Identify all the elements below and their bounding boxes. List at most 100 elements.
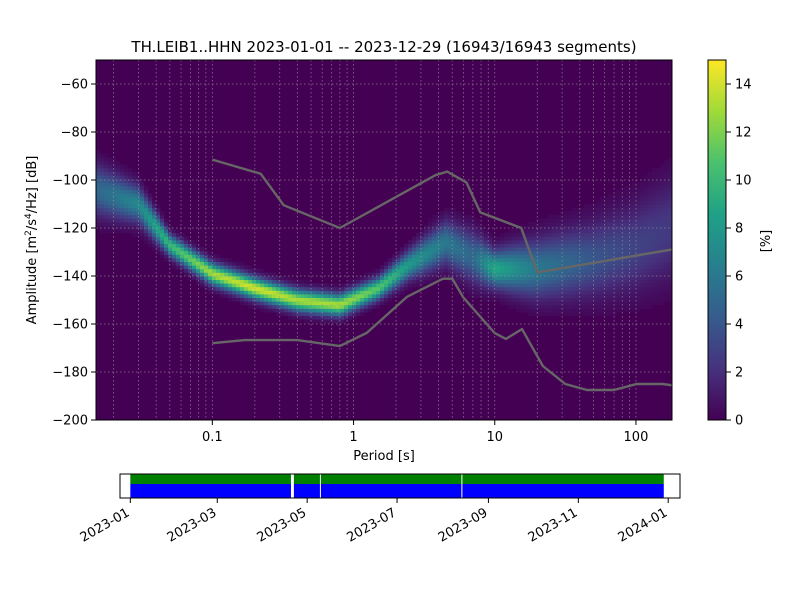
heatmap-cell (228, 272, 233, 277)
heatmap-cell (540, 308, 545, 313)
heatmap-cell (616, 214, 621, 219)
heatmap-cell (628, 261, 633, 266)
heatmap-cell (400, 276, 405, 280)
heatmap-cell (468, 247, 473, 252)
y-tick-label: −160 (52, 318, 88, 333)
heatmap-cell (260, 276, 265, 280)
heatmap-cell (588, 243, 593, 248)
heatmap-cell (644, 232, 649, 237)
heatmap-cell (524, 247, 529, 252)
heatmap-cell (592, 276, 597, 280)
heatmap-cell (256, 279, 261, 284)
heatmap-cell (604, 200, 609, 205)
heatmap-cell (624, 229, 629, 234)
heatmap-cell (144, 218, 149, 223)
heatmap-cell (640, 272, 645, 277)
heatmap-cell (100, 164, 105, 169)
heatmap-cell (184, 272, 189, 277)
heatmap-cell (576, 211, 581, 216)
heatmap-cell (640, 276, 645, 280)
heatmap-cell (644, 258, 649, 262)
heatmap-cell (620, 272, 625, 277)
heatmap-cell (544, 279, 549, 284)
heatmap-cell (552, 254, 557, 259)
heatmap-cell (152, 243, 157, 248)
heatmap-cell (244, 301, 249, 306)
heatmap-cell (540, 258, 545, 262)
heatmap-cell (548, 214, 553, 219)
heatmap-cell (544, 254, 549, 259)
heatmap-cell (668, 272, 672, 277)
heatmap-cell (612, 265, 617, 270)
heatmap-cell (512, 301, 517, 306)
heatmap-cell (592, 225, 597, 230)
heatmap-cell (604, 247, 609, 252)
heatmap-cell (376, 301, 381, 306)
heatmap-cell (196, 250, 201, 255)
heatmap-cell (456, 258, 461, 262)
heatmap-cell (436, 272, 441, 277)
heatmap-cell (408, 276, 413, 280)
heatmap-cell (660, 178, 665, 183)
heatmap-cell (568, 250, 573, 255)
heatmap-cell (592, 297, 597, 302)
heatmap-cell (584, 301, 589, 306)
heatmap-cell (656, 279, 661, 284)
heatmap-cell (516, 268, 521, 273)
heatmap-cell (476, 268, 481, 273)
colorbar-tick-label: 12 (735, 126, 752, 141)
heatmap-cell (652, 186, 657, 190)
heatmap-cell (500, 297, 505, 302)
heatmap-cell (592, 240, 597, 244)
heatmap-cell (448, 225, 453, 230)
heatmap-cell (528, 297, 533, 302)
heatmap-cell (332, 290, 337, 295)
heatmap-cell (392, 261, 397, 266)
heatmap-cell (652, 211, 657, 216)
heatmap-cell (608, 250, 613, 255)
heatmap-cell (600, 222, 605, 226)
heatmap-cell (640, 297, 645, 302)
heatmap-cell (504, 243, 509, 248)
heatmap-cell (512, 297, 517, 302)
heatmap-cell (320, 304, 325, 309)
heatmap-cell (608, 297, 613, 302)
heatmap-cell (520, 276, 525, 280)
heatmap-cell (292, 283, 297, 288)
heatmap-cell (364, 283, 369, 288)
heatmap-cell (628, 211, 633, 216)
heatmap-cell (120, 211, 125, 216)
heatmap-cell (640, 214, 645, 219)
heatmap-cell (248, 304, 253, 309)
heatmap-cell (596, 225, 601, 230)
heatmap-cell (584, 225, 589, 230)
heatmap-cell (520, 243, 525, 248)
heatmap-cell (112, 196, 117, 201)
heatmap-cell (308, 308, 313, 313)
heatmap-cell (184, 261, 189, 266)
heatmap-cell (480, 247, 485, 252)
heatmap-cell (548, 218, 553, 223)
heatmap-cell (480, 268, 485, 273)
heatmap-cell (660, 301, 665, 306)
heatmap-cell (536, 276, 541, 280)
heatmap-cell (472, 286, 477, 291)
heatmap-cell (124, 164, 129, 169)
heatmap-cell (200, 265, 205, 270)
heatmap-cell (272, 286, 277, 291)
heatmap-cell (624, 304, 629, 309)
heatmap-cell (472, 265, 477, 270)
heatmap-cell (284, 283, 289, 288)
heatmap-cell (108, 211, 113, 216)
heatmap-cell (632, 229, 637, 234)
heatmap-cell (640, 261, 645, 266)
heatmap-cell (512, 232, 517, 237)
heatmap-cell (260, 290, 265, 295)
heatmap-cell (512, 265, 517, 270)
heatmap-cell (396, 272, 401, 277)
heatmap-cell (616, 196, 621, 201)
heatmap-cell (496, 236, 501, 241)
heatmap-cell (552, 268, 557, 273)
heatmap-cell (312, 319, 317, 324)
heatmap-cell (504, 301, 509, 306)
